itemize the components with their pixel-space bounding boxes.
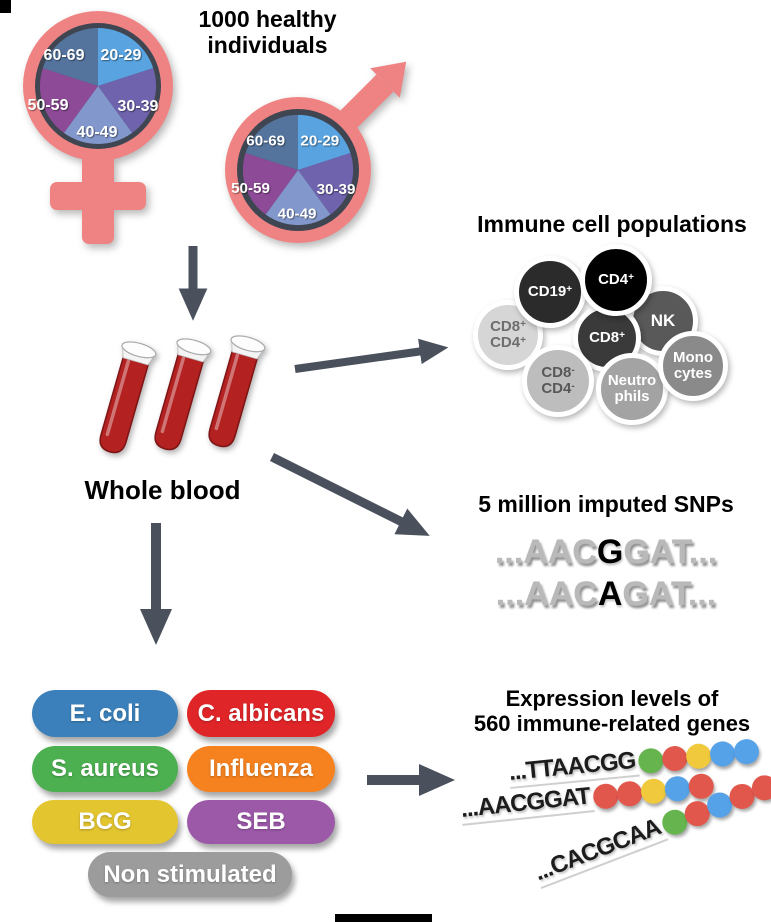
immune-cell-monocytes: Mono cytes <box>658 331 728 401</box>
pie-slice-60-69 <box>42 27 98 86</box>
blood-tubes <box>91 331 269 459</box>
snp-seq-post: GAT <box>622 575 688 613</box>
blood-tube <box>200 331 269 453</box>
immune-cell-cd19: CD19+ <box>514 256 586 328</box>
cell-label-line: cytes <box>673 365 713 382</box>
pie-slice-50-59 <box>39 68 98 133</box>
snp-seq-pre: AAC <box>524 575 598 613</box>
blood-tube <box>146 334 215 456</box>
whole-blood-label: Whole blood <box>84 475 241 505</box>
snp-seq-dots: ... <box>687 575 717 613</box>
cell-label-line: Neutro <box>607 371 657 389</box>
stimulus-bcg: BCG <box>32 800 178 844</box>
male-symbol: 20-29 30-39 40-49 50-59 60-69 <box>225 61 407 243</box>
stimulus-seb: SEB <box>187 800 335 844</box>
immune-cell-cd8neg-cd4neg: CD8- CD4- <box>522 345 594 417</box>
snp-variant-allele: A <box>597 575 623 613</box>
expression-heading: Expression levels of 560 immune-related … <box>452 686 771 736</box>
figure-title: 1000 healthy individuals <box>150 6 385 58</box>
crop-artifact <box>335 914 432 922</box>
pie-slice-label: 50-59 <box>231 180 270 197</box>
pie-slice-20-29 <box>298 114 351 170</box>
gene-sequence-text: ...AACGGAT <box>459 782 595 826</box>
expression-dot <box>732 737 760 765</box>
stimulus-non-stimulated: Non stimulated <box>88 852 292 897</box>
snp-seq-dots: ... <box>688 533 718 571</box>
pie-slice-30-39 <box>298 152 354 215</box>
snp-sequence-alternate: ...AACAGAT... <box>440 575 771 614</box>
snp-seq-dots: ... <box>495 575 525 613</box>
stimulus-label: BCG <box>78 808 132 835</box>
pie-slice-label: 40-49 <box>278 205 317 222</box>
pie-slice-label: 30-39 <box>118 98 159 115</box>
immune-cell-neutrophils: Neutro phils <box>596 353 668 425</box>
stimulus-label: C. albicans <box>197 699 325 727</box>
snp-seq-post: GAT <box>623 533 689 571</box>
pie-slice-label: 50-59 <box>28 97 69 114</box>
expression-dot <box>708 739 737 768</box>
cell-label-line: CD8- <box>541 363 575 381</box>
expression-dots <box>637 737 760 774</box>
female-age-pie: 20-29 30-39 40-49 50-59 60-69 <box>28 27 159 144</box>
expression-dot <box>591 782 619 810</box>
cell-label-line: CD8+ <box>490 317 526 335</box>
expression-dot <box>660 744 689 772</box>
gene-sequence-text: ...CACGCAA <box>530 812 669 890</box>
stimulus-c-albicans: C. albicans <box>187 690 335 737</box>
male-symbol-arrow-shaft <box>337 74 394 131</box>
stimulus-e-coli: E. coli <box>32 690 178 737</box>
male-age-pie: 20-29 30-39 40-49 50-59 60-69 <box>231 114 356 226</box>
cell-label-line: CD4+ <box>490 334 526 351</box>
cell-label-line: CD4- <box>541 380 575 397</box>
snps-heading: 5 million imputed SNPs <box>478 491 734 517</box>
pie-slice-label: 20-29 <box>101 47 142 64</box>
pie-slice-50-59 <box>242 152 298 215</box>
snp-sequence-reference: ...AACGGAT... <box>440 533 771 572</box>
expression-dot <box>663 774 691 803</box>
stimulus-s-aureus: S. aureus <box>32 746 178 792</box>
cell-label-line: CD8+ <box>589 328 625 346</box>
pie-slice-label: 20-29 <box>300 132 339 149</box>
immune-cell-cd4: CD4+ <box>580 244 652 316</box>
blood-tube <box>91 337 160 459</box>
male-symbol-arrowhead <box>370 61 407 98</box>
expression-heading-line1: Expression levels of <box>505 686 719 711</box>
expression-dot <box>615 779 643 808</box>
snp-seq-dots: ... <box>494 533 524 571</box>
immune-cells-heading: Immune cell populations <box>477 211 747 237</box>
pie-slice-40-49 <box>265 170 331 226</box>
stimulus-label: S. aureus <box>50 755 160 782</box>
stimulus-label: Non stimulated <box>103 860 277 888</box>
pie-slice-label: 60-69 <box>246 132 285 149</box>
expression-heading-line2: 560 immune-related genes <box>473 711 751 737</box>
cell-label-line: CD19+ <box>527 282 573 300</box>
pie-slice-label: 60-69 <box>44 47 85 64</box>
pie-slice-60-69 <box>245 114 298 170</box>
female-symbol-crossbar <box>50 182 146 210</box>
cell-label-line: Mono <box>673 348 713 366</box>
expression-dot <box>684 742 713 770</box>
expression-dot <box>637 746 665 774</box>
cell-label-line: CD4+ <box>598 270 634 288</box>
cell-label-line: phils <box>614 388 650 405</box>
figure-title-line2: individuals <box>207 32 328 59</box>
pie-slice-20-29 <box>98 27 154 86</box>
stimulus-label: E. coli <box>69 699 141 727</box>
stimulus-influenza: Influenza <box>187 746 335 792</box>
pie-slice-label: 30-39 <box>317 181 356 198</box>
pie-slice-40-49 <box>63 86 133 144</box>
crop-artifact <box>0 0 11 13</box>
cell-label-line: NK <box>650 310 676 330</box>
pie-slice-label: 40-49 <box>77 124 118 141</box>
female-symbol: 20-29 30-39 40-49 50-59 60-69 <box>23 11 173 244</box>
stimulus-label: Influenza <box>208 755 313 782</box>
snp-seq-pre: AAC <box>523 533 597 571</box>
snp-variant-allele: G <box>596 533 624 571</box>
pie-slice-30-39 <box>98 68 157 133</box>
stimulus-label: SEB <box>236 808 286 835</box>
figure-title-line1: 1000 healthy <box>198 6 337 32</box>
expression-dot <box>639 777 667 805</box>
